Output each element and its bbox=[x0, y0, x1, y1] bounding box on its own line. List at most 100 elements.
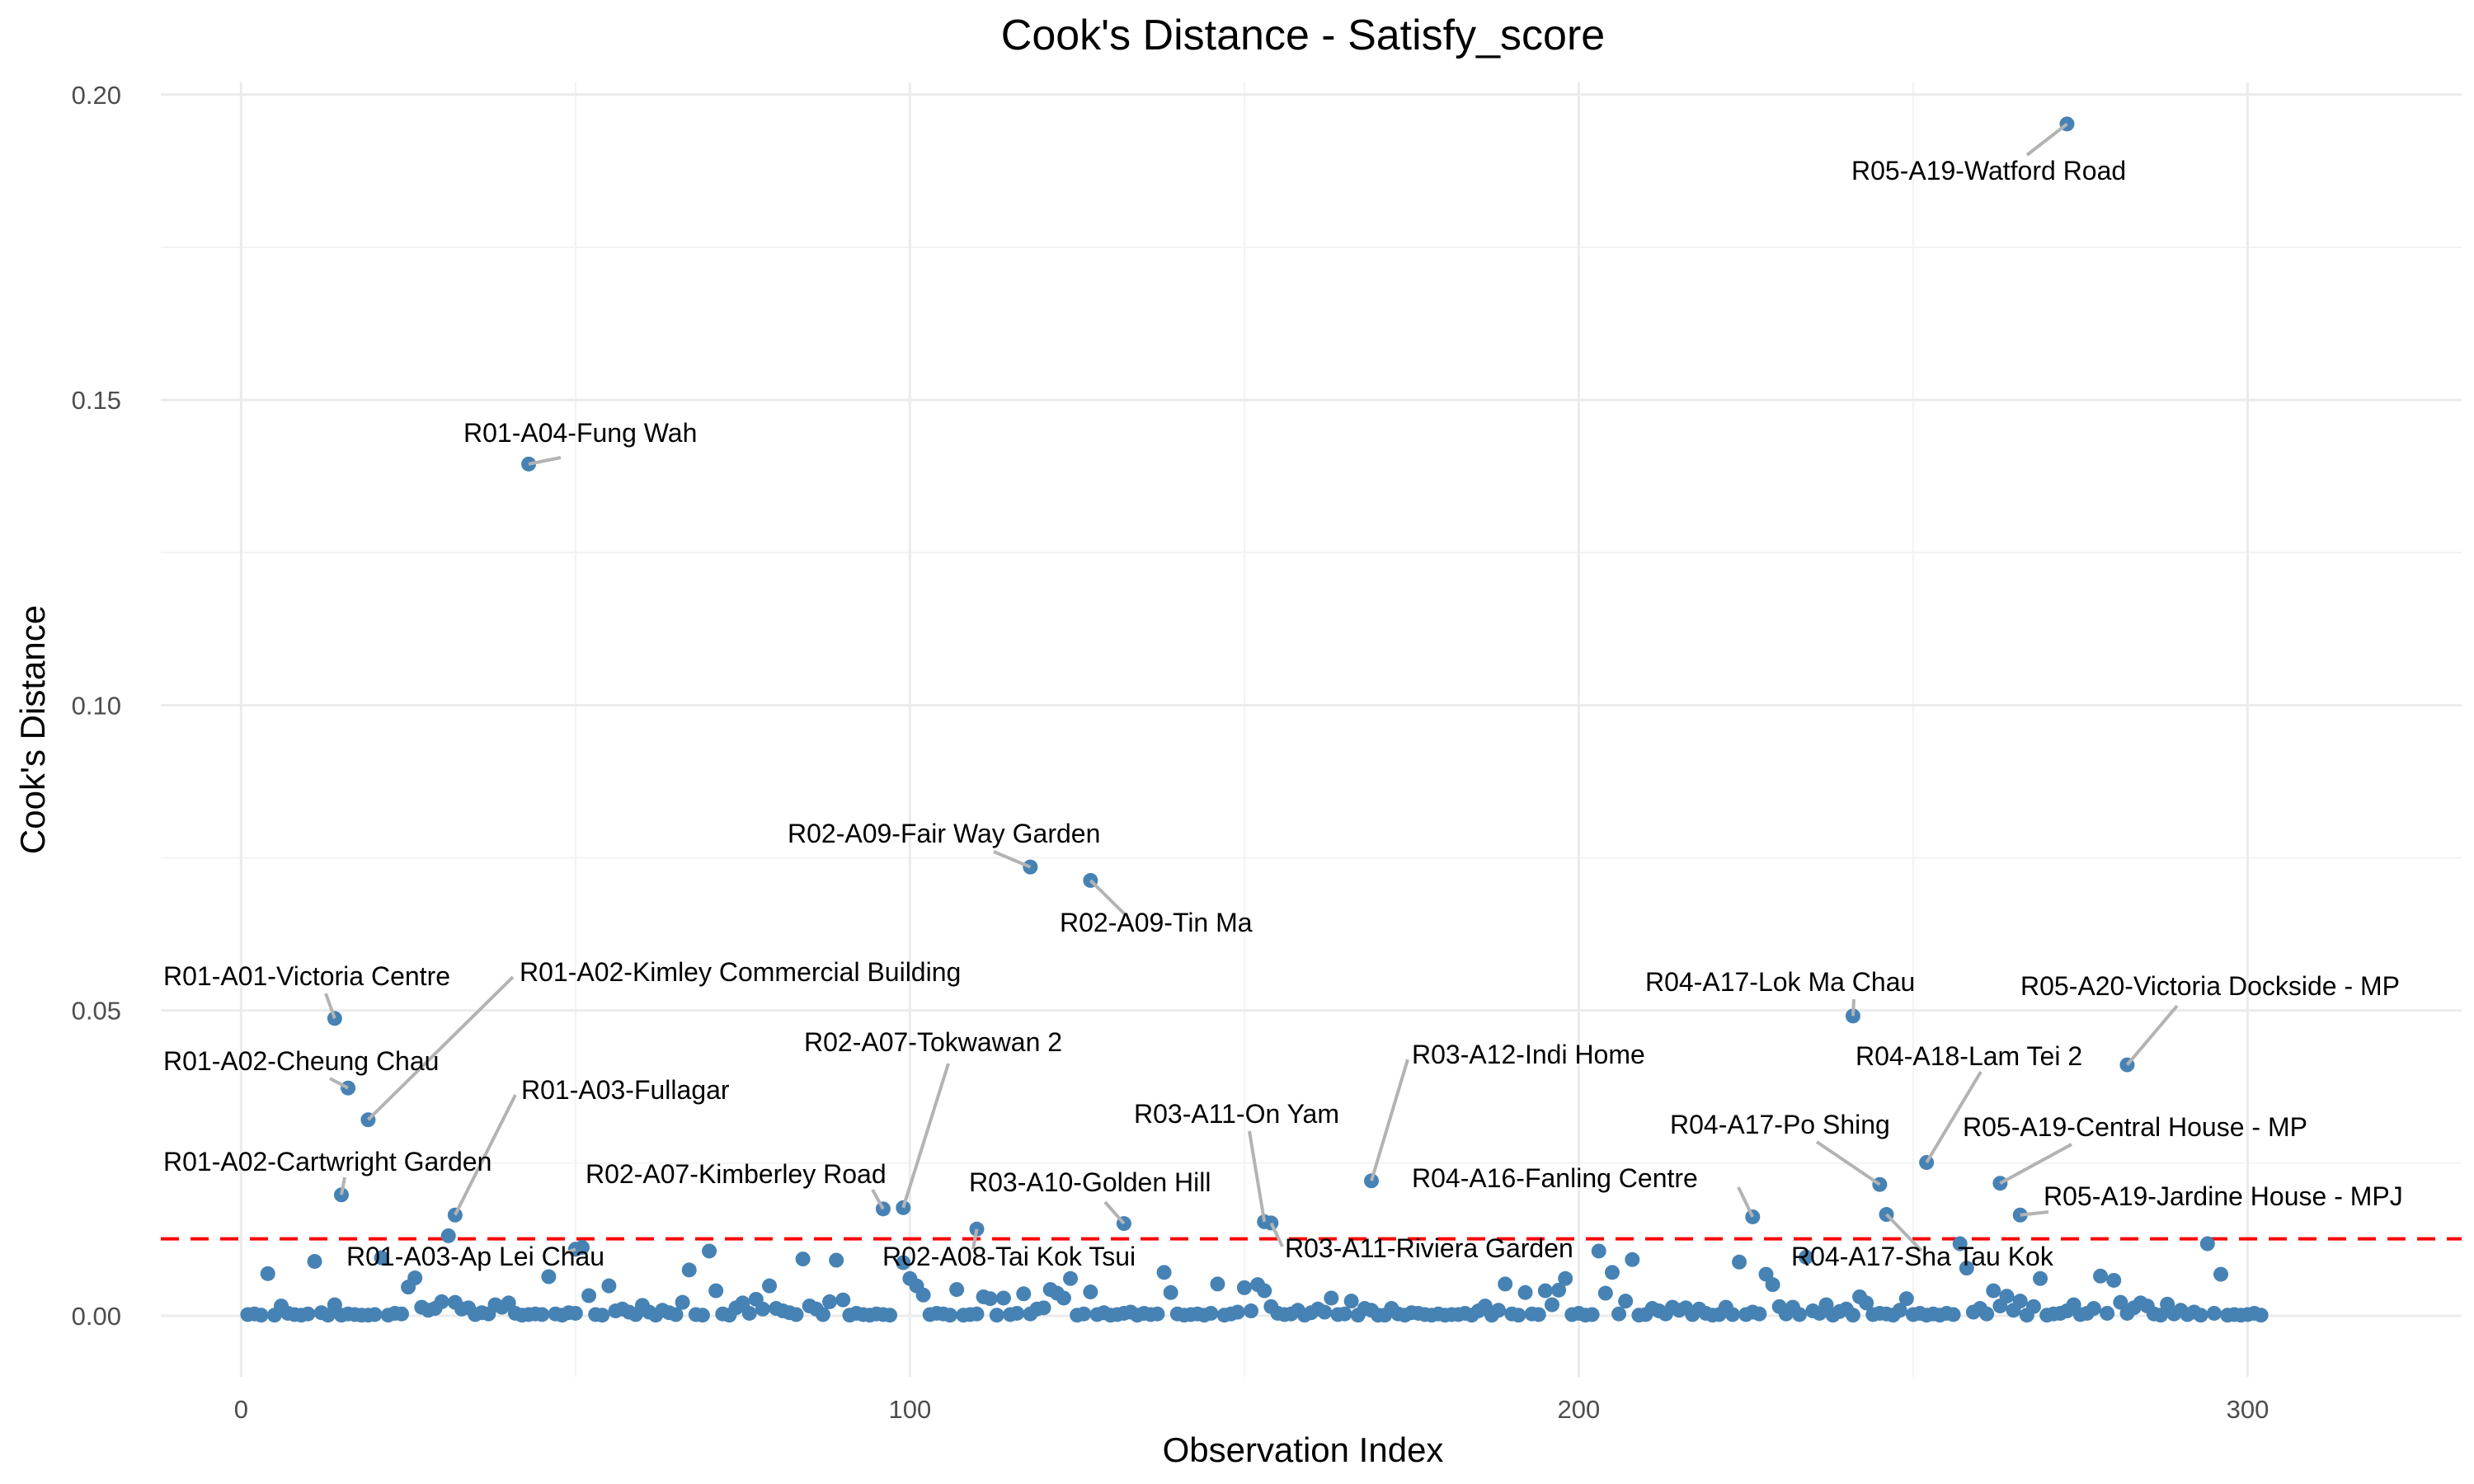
data-point bbox=[1317, 1304, 1333, 1320]
data-point bbox=[815, 1307, 830, 1322]
label-layer: R01-A01-Victoria Centre R01-A02-Cheung Ch… bbox=[163, 156, 2403, 1271]
data-point bbox=[1156, 1265, 1172, 1280]
data-point bbox=[1898, 1291, 1914, 1307]
data-point bbox=[534, 1307, 550, 1322]
data-point bbox=[434, 1294, 449, 1309]
data-point bbox=[1009, 1305, 1025, 1321]
data-point bbox=[407, 1270, 423, 1286]
data-point bbox=[1892, 1303, 1907, 1318]
data-point bbox=[982, 1291, 998, 1307]
data-point bbox=[675, 1294, 690, 1310]
label-leader-line bbox=[2025, 122, 2068, 157]
label-leader-line bbox=[993, 850, 1032, 869]
point-label: R02-A09-Fair Way Garden bbox=[788, 819, 1100, 848]
x-axis-ticks: 0 100 200 300 bbox=[234, 1395, 2269, 1424]
data-point bbox=[1625, 1252, 1640, 1267]
y-axis-ticks: 0.00 0.05 0.10 0.15 0.20 bbox=[72, 81, 121, 1331]
data-point bbox=[440, 1228, 456, 1243]
data-point bbox=[915, 1287, 931, 1303]
data-point bbox=[393, 1306, 409, 1322]
data-point bbox=[788, 1307, 804, 1322]
point-label: R05-A19-Central House - MP bbox=[1963, 1112, 2307, 1142]
point-label: R03-A10-Golden Hill bbox=[969, 1167, 1211, 1197]
data-point bbox=[2025, 1298, 2041, 1314]
data-point bbox=[969, 1306, 985, 1322]
point-label: R02-A07-Kimberley Road bbox=[586, 1159, 887, 1189]
data-point bbox=[260, 1266, 275, 1281]
label-leader-line bbox=[324, 993, 336, 1019]
leader-layer bbox=[324, 122, 2179, 1255]
point-label: R02-A09-Tin Ma bbox=[1060, 908, 1253, 937]
data-point bbox=[1343, 1294, 1359, 1309]
data-point bbox=[949, 1282, 965, 1298]
data-point bbox=[896, 1255, 911, 1270]
x-tick-label: 300 bbox=[2227, 1395, 2269, 1424]
point-label: R01-A02-Cheung Chau bbox=[163, 1046, 439, 1076]
point-label: R04-A16-Fanling Centre bbox=[1412, 1163, 1698, 1193]
data-point bbox=[1511, 1308, 1526, 1323]
point-label: R02-A07-Tokwawan 2 bbox=[804, 1027, 1062, 1057]
data-point bbox=[995, 1290, 1011, 1306]
point-label: R04-A17-Lok Ma Chau bbox=[1645, 967, 1915, 997]
data-point bbox=[1517, 1284, 1533, 1300]
data-point bbox=[741, 1305, 757, 1321]
data-point bbox=[882, 1308, 898, 1323]
x-axis-title: Observation Index bbox=[1163, 1430, 1444, 1469]
data-point bbox=[2199, 1236, 2215, 1252]
label-leader-line bbox=[1999, 1143, 2072, 1185]
data-point bbox=[253, 1308, 269, 1323]
data-point bbox=[2012, 1294, 2028, 1309]
y-tick-label: 0.20 bbox=[72, 81, 121, 110]
data-point bbox=[300, 1306, 316, 1322]
point-label: R01-A03-Ap Lei Chau bbox=[346, 1242, 604, 1271]
data-point bbox=[822, 1294, 838, 1309]
data-point bbox=[601, 1278, 617, 1294]
data-point bbox=[1537, 1283, 1553, 1298]
data-point bbox=[1056, 1290, 1071, 1306]
point-label: R04-A17-Po Shing bbox=[1670, 1110, 1890, 1139]
data-point bbox=[1591, 1243, 1606, 1259]
data-point bbox=[2100, 1305, 2115, 1321]
y-axis-title: Cook's Distance bbox=[13, 605, 52, 854]
data-point bbox=[755, 1301, 770, 1317]
data-point bbox=[2033, 1270, 2048, 1286]
data-point bbox=[708, 1283, 724, 1298]
point-label: R03-A11-On Yam bbox=[1134, 1099, 1339, 1129]
data-point bbox=[2106, 1272, 2122, 1288]
label-leader-line bbox=[971, 1228, 979, 1250]
data-point bbox=[1952, 1236, 1968, 1252]
data-point bbox=[2213, 1266, 2229, 1282]
chart-title: Cook's Distance - Satisfy_score bbox=[1001, 12, 1605, 59]
data-point bbox=[1732, 1254, 1747, 1270]
data-point bbox=[1765, 1277, 1780, 1293]
data-point bbox=[668, 1307, 684, 1322]
data-point bbox=[1551, 1282, 1567, 1298]
data-point bbox=[1036, 1300, 1051, 1316]
label-leader-line bbox=[1103, 1200, 1126, 1225]
data-point bbox=[1203, 1305, 1219, 1321]
data-point bbox=[1544, 1297, 1559, 1313]
data-point bbox=[1163, 1284, 1178, 1300]
data-point bbox=[1324, 1290, 1339, 1306]
data-point bbox=[1063, 1270, 1079, 1286]
data-point bbox=[595, 1308, 610, 1323]
x-tick-label: 100 bbox=[889, 1395, 932, 1424]
data-point bbox=[762, 1278, 778, 1294]
label-leader-line bbox=[1370, 1059, 1409, 1181]
data-point bbox=[2093, 1268, 2109, 1284]
point-label: R04-A18-Lam Tei 2 bbox=[1856, 1041, 2082, 1071]
data-point bbox=[1083, 1284, 1098, 1300]
data-point bbox=[541, 1269, 557, 1284]
data-point bbox=[367, 1307, 383, 1322]
point-label: R01-A03-Fullagar bbox=[521, 1075, 730, 1105]
data-point bbox=[1859, 1295, 1874, 1311]
label-leader-line bbox=[367, 975, 515, 1121]
data-point bbox=[567, 1305, 583, 1321]
label-leader-line bbox=[1885, 1213, 1923, 1252]
data-point bbox=[1584, 1307, 1600, 1322]
data-point bbox=[1531, 1307, 1546, 1322]
data-point bbox=[1150, 1306, 1165, 1322]
point-label: R04-A17-Sha Tau Kok bbox=[1791, 1242, 2054, 1271]
label-leader-line bbox=[1248, 1130, 1267, 1223]
data-point bbox=[2086, 1301, 2101, 1317]
